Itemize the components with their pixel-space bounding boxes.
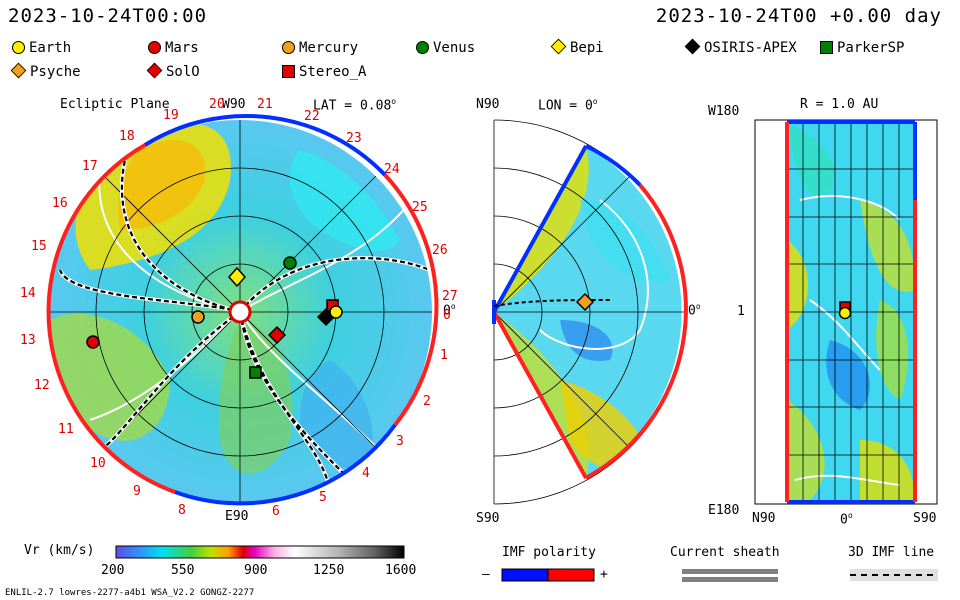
meridional-bottom-label: S90 bbox=[476, 511, 500, 526]
diamond-icon bbox=[684, 38, 701, 55]
colorbar-tick: 900 bbox=[244, 563, 268, 578]
rotation-number: 23 bbox=[346, 131, 362, 146]
colorbar-label: Vr (km/s) bbox=[24, 543, 95, 558]
legend-venus: Venus bbox=[416, 40, 475, 56]
diamond-icon bbox=[146, 62, 163, 79]
mars-marker bbox=[86, 335, 100, 349]
imf-negative-swatch bbox=[501, 568, 549, 582]
colorbar-tick: 550 bbox=[171, 563, 195, 578]
ecliptic-bottom-label: E90 bbox=[225, 509, 249, 524]
imf-minus: – bbox=[482, 567, 490, 582]
rotation-number: 14 bbox=[20, 286, 36, 301]
ecliptic-right-label: 0o bbox=[443, 302, 456, 319]
rotation-number: 12 bbox=[34, 378, 50, 393]
mercury-marker bbox=[191, 310, 205, 324]
legend-solo: SolO bbox=[146, 62, 200, 80]
circle-icon bbox=[148, 41, 161, 54]
imf-line-label: 3D IMF line bbox=[848, 545, 935, 560]
header-left-time: 2023-10-24T00:00 bbox=[8, 5, 208, 27]
square-icon bbox=[282, 65, 295, 78]
colorbar bbox=[115, 545, 405, 559]
parker-marker bbox=[249, 366, 262, 379]
ecliptic-title: Ecliptic Plane bbox=[60, 97, 170, 112]
header-right-time: 2023-10-24T00 +0.00 day bbox=[655, 5, 942, 27]
current-sheath-label: Current sheath bbox=[670, 545, 780, 560]
colorbar-tick: 1250 bbox=[313, 563, 345, 578]
rotation-number: 5 bbox=[319, 490, 327, 505]
diamond-icon bbox=[10, 62, 27, 79]
legend-stereo: Stereo_A bbox=[282, 64, 366, 80]
meridional-right-label: 0o bbox=[688, 302, 701, 319]
ecliptic-lat-label: LAT = 0.08o bbox=[313, 97, 397, 114]
imf-label: IMF polarity bbox=[502, 545, 596, 560]
map-bottom-left-label: E180 bbox=[708, 503, 740, 518]
legend-parker: ParkerSP bbox=[820, 40, 904, 56]
ecliptic-panel bbox=[46, 114, 439, 506]
legend-earth: Earth bbox=[12, 40, 71, 56]
rotation-number: 1 bbox=[440, 348, 448, 363]
legend-mars: Mars bbox=[148, 40, 199, 56]
map-x-label: 0o bbox=[840, 511, 853, 528]
rotation-number: 8 bbox=[178, 503, 186, 518]
map-x-label: N90 bbox=[752, 511, 776, 526]
venus-marker bbox=[283, 256, 297, 270]
rotation-number: 18 bbox=[119, 129, 135, 144]
square-icon bbox=[820, 41, 833, 54]
ecliptic-top-label: W90 bbox=[222, 97, 246, 112]
rotation-number: 27 bbox=[442, 289, 458, 304]
rotation-number: 25 bbox=[412, 200, 428, 215]
rotation-number: 9 bbox=[133, 484, 141, 499]
rotation-number: 2 bbox=[423, 394, 431, 409]
rotation-number: 21 bbox=[257, 97, 273, 112]
colorbar-tick: 1600 bbox=[385, 563, 417, 578]
bepi-marker bbox=[227, 266, 247, 288]
meridional-top-label: N90 bbox=[476, 97, 500, 112]
map-top-left-label: W180 bbox=[708, 104, 740, 119]
circle-icon bbox=[416, 41, 429, 54]
map-panel bbox=[754, 119, 938, 505]
rotation-number: 26 bbox=[432, 243, 448, 258]
legend-osiris: OSIRIS-APEX bbox=[684, 38, 797, 56]
rotation-number: 15 bbox=[31, 239, 47, 254]
rotation-number: 6 bbox=[272, 504, 280, 519]
colorbar-tick: 200 bbox=[101, 563, 125, 578]
map-earth-marker bbox=[838, 306, 852, 320]
psyche-marker bbox=[575, 292, 595, 312]
rotation-number: 11 bbox=[58, 422, 74, 437]
sun-marker bbox=[228, 300, 252, 324]
rotation-number: 10 bbox=[90, 456, 106, 471]
imf-plus: + bbox=[600, 567, 608, 582]
rotation-number: 24 bbox=[384, 162, 400, 177]
rotation-number: 16 bbox=[52, 196, 68, 211]
imf-positive-swatch bbox=[547, 568, 595, 582]
rotation-number: 13 bbox=[20, 333, 36, 348]
rotation-number: 19 bbox=[163, 108, 179, 123]
map-x-label: S90 bbox=[913, 511, 937, 526]
map-r-label: R = 1.0 AU bbox=[800, 97, 879, 112]
diamond-icon bbox=[550, 38, 567, 55]
rotation-number: 22 bbox=[304, 109, 320, 124]
rotation-number: 20 bbox=[209, 97, 225, 112]
circle-icon bbox=[282, 41, 295, 54]
solo-marker bbox=[267, 325, 287, 345]
legend-psyche: Psyche bbox=[10, 62, 81, 80]
meridional-lon-label: LON = 0o bbox=[538, 97, 598, 114]
current-sheath-line-2 bbox=[682, 577, 778, 582]
map-mid-left-label: 1 bbox=[737, 304, 745, 319]
footer-text: ENLIL-2.7 lowres-2277-a4b1 WSA_V2.2 GONG… bbox=[5, 588, 255, 598]
rotation-number: 4 bbox=[362, 466, 370, 481]
legend-bepi: Bepi bbox=[550, 38, 604, 56]
rotation-number: 0 bbox=[443, 308, 451, 323]
legend-mercury: Mercury bbox=[282, 40, 358, 56]
meridional-panel bbox=[492, 119, 688, 505]
current-sheath-line-1 bbox=[682, 569, 778, 574]
rotation-number: 17 bbox=[82, 159, 98, 174]
earth-marker bbox=[329, 305, 343, 319]
rotation-number: 3 bbox=[396, 434, 404, 449]
circle-icon bbox=[12, 41, 25, 54]
